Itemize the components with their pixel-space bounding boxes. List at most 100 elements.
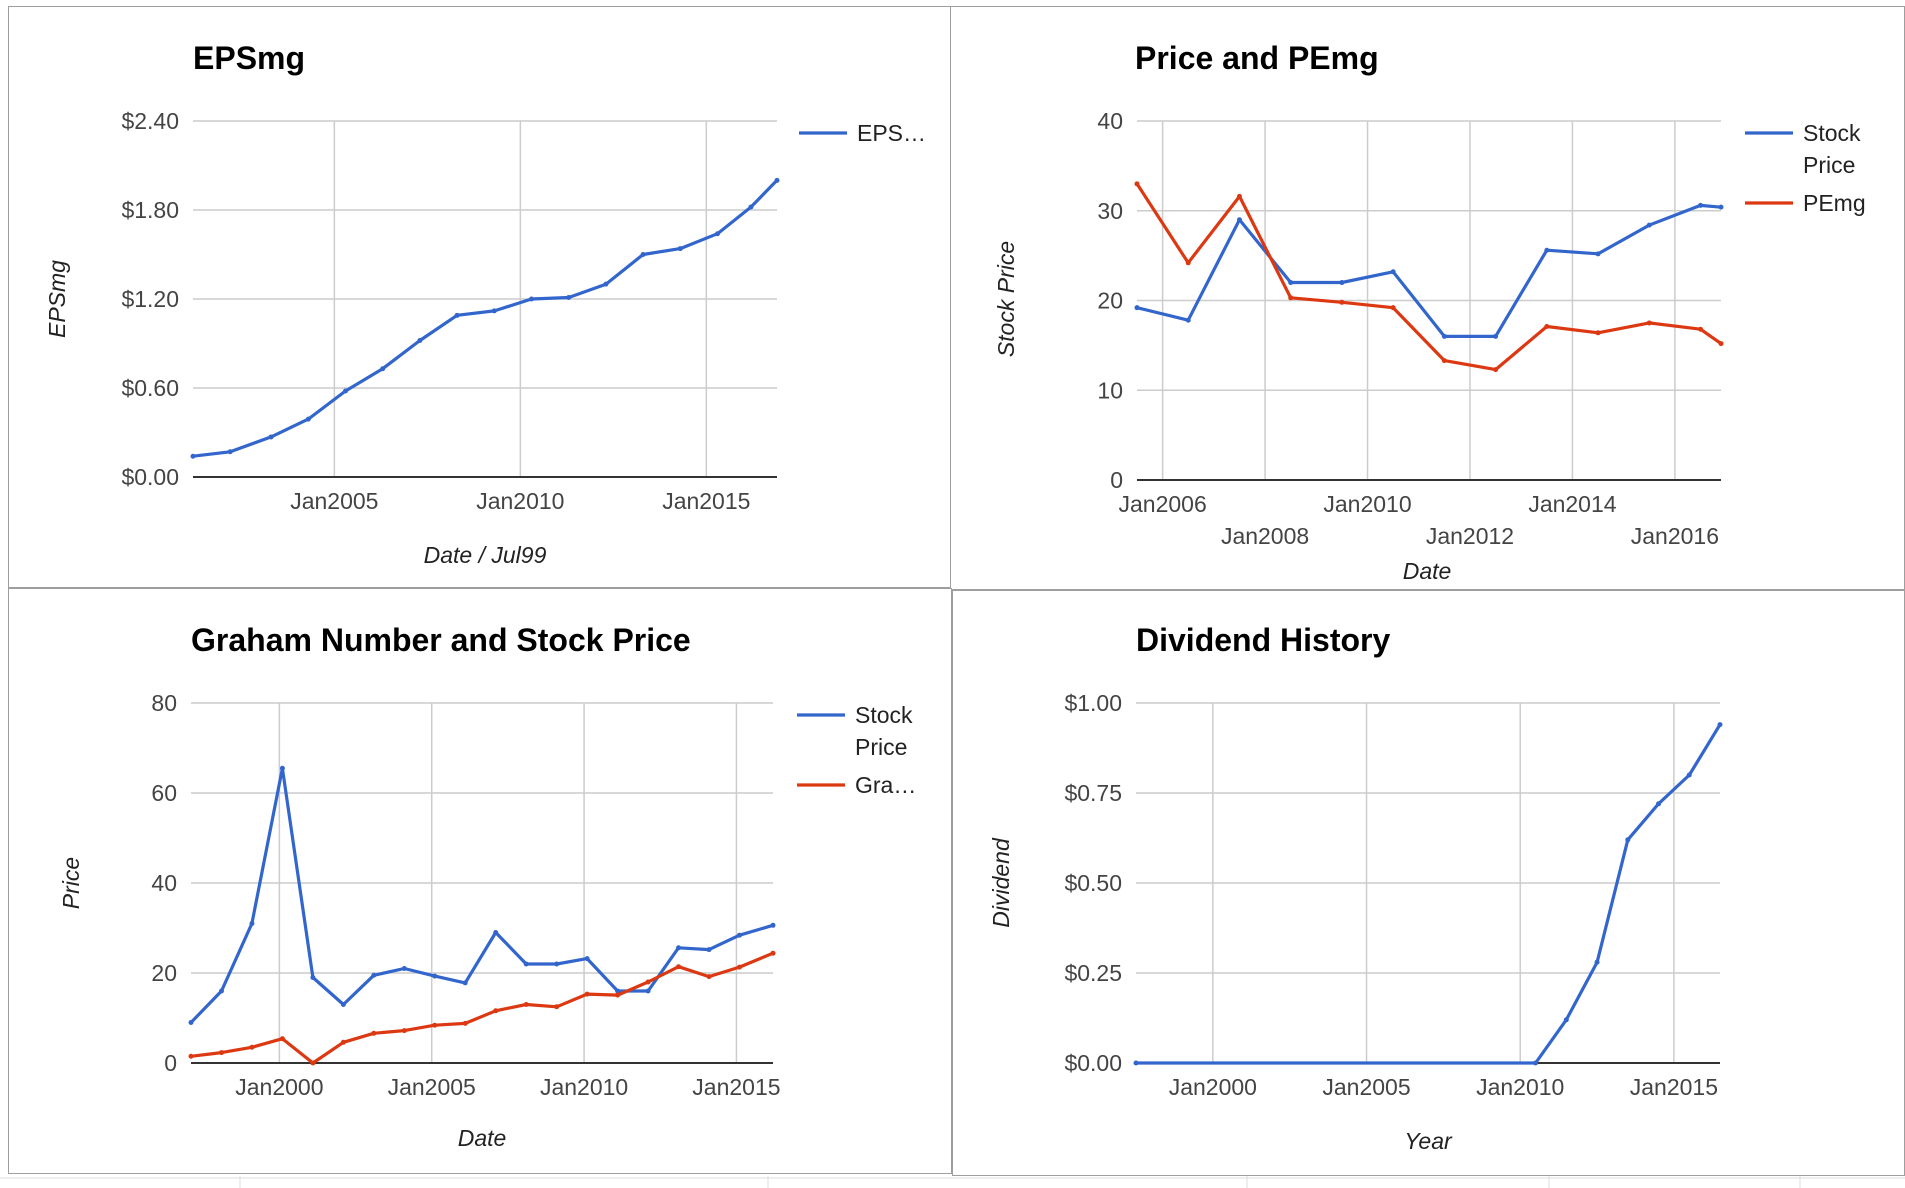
- data-point-eps[interactable]: [227, 449, 233, 455]
- data-point-eps[interactable]: [380, 366, 386, 372]
- data-point-gra[interactable]: [371, 1030, 377, 1036]
- data-point-stock-price[interactable]: [1134, 305, 1140, 311]
- data-point-stock-price[interactable]: [249, 921, 255, 926]
- data-point-dividend[interactable]: [1133, 1060, 1139, 1066]
- series-line-gra[interactable]: [189, 951, 775, 1065]
- data-point-stock-price[interactable]: [554, 961, 560, 967]
- data-point-stock-price[interactable]: [340, 1002, 346, 1007]
- data-point-pemg[interactable]: [1595, 330, 1601, 336]
- data-point-stock-price[interactable]: [706, 947, 712, 953]
- data-point-pemg[interactable]: [1339, 299, 1345, 305]
- data-point-stock-price[interactable]: [188, 1020, 194, 1025]
- data-point-gra[interactable]: [676, 964, 682, 970]
- data-point-eps[interactable]: [566, 295, 572, 301]
- data-point-stock-price[interactable]: [770, 922, 776, 928]
- data-point-stock-price[interactable]: [218, 988, 224, 994]
- data-point-stock-price[interactable]: [432, 973, 438, 979]
- data-point-stock-price[interactable]: [645, 988, 651, 994]
- data-point-gra[interactable]: [279, 1036, 285, 1042]
- data-point-gra[interactable]: [706, 974, 712, 980]
- data-point-stock-price[interactable]: [615, 988, 621, 994]
- legend-item-pemg[interactable]: PEmg: [1745, 190, 1866, 216]
- chart-panel-dividend-history[interactable]: Dividend History $0.00 $0.25 $0.50 $0.75 $1.0…: [952, 590, 1905, 1176]
- data-point-gra[interactable]: [493, 1008, 499, 1014]
- data-point-stock-price[interactable]: [310, 975, 316, 980]
- data-point-pemg[interactable]: [1185, 260, 1191, 266]
- data-point-dividend[interactable]: [1533, 1060, 1539, 1066]
- data-point-eps[interactable]: [677, 246, 683, 252]
- data-point-stock-price[interactable]: [584, 956, 590, 962]
- data-point-gra[interactable]: [615, 992, 621, 998]
- data-point-dividend[interactable]: [1656, 801, 1662, 807]
- data-point-pemg[interactable]: [1441, 358, 1447, 364]
- data-point-eps[interactable]: [454, 312, 460, 318]
- data-point-stock-price[interactable]: [736, 932, 742, 938]
- data-point-gra[interactable]: [523, 1002, 529, 1007]
- data-point-pemg[interactable]: [1390, 305, 1396, 311]
- data-point-stock-price[interactable]: [1339, 280, 1345, 286]
- data-point-gra[interactable]: [432, 1022, 438, 1028]
- data-point-stock-price[interactable]: [1236, 217, 1242, 223]
- data-point-eps[interactable]: [640, 252, 646, 257]
- data-point-pemg[interactable]: [1544, 324, 1550, 330]
- data-point-stock-price[interactable]: [279, 765, 285, 771]
- data-point-eps[interactable]: [268, 434, 274, 440]
- data-point-eps[interactable]: [748, 204, 754, 210]
- data-point-stock-price[interactable]: [1544, 247, 1550, 253]
- series-line-stock-price[interactable]: [189, 766, 775, 1025]
- data-point-gra[interactable]: [218, 1050, 224, 1056]
- data-point-stock-price[interactable]: [1646, 222, 1652, 228]
- series-line-pemg[interactable]: [1135, 182, 1723, 372]
- chart-panel-price-and-pemg[interactable]: Price and PEmg 0 10 20 30 40 Jan2006 Jan2008 Jan…: [950, 6, 1905, 590]
- data-point-gra[interactable]: [249, 1044, 255, 1050]
- series-line-eps[interactable]: [191, 178, 779, 458]
- data-point-gra[interactable]: [554, 1004, 560, 1010]
- data-point-stock-price[interactable]: [1698, 202, 1704, 208]
- data-point-eps[interactable]: [190, 453, 196, 459]
- legend-item-eps[interactable]: EPS…: [799, 120, 926, 146]
- data-point-gra[interactable]: [645, 979, 651, 985]
- data-point-eps[interactable]: [343, 388, 349, 394]
- data-point-dividend[interactable]: [1717, 722, 1723, 728]
- data-point-stock-price[interactable]: [676, 945, 682, 951]
- data-point-gra[interactable]: [401, 1028, 407, 1034]
- data-point-gra[interactable]: [736, 964, 742, 970]
- data-point-stock-price[interactable]: [493, 930, 499, 935]
- chart-panel-graham-number[interactable]: Graham Number and Stock Price 0 20 40 60 80 Ja…: [8, 588, 952, 1174]
- data-point-gra[interactable]: [770, 950, 776, 956]
- data-point-stock-price[interactable]: [1288, 280, 1294, 286]
- data-point-dividend[interactable]: [1686, 772, 1692, 778]
- data-point-stock-price[interactable]: [401, 966, 407, 971]
- data-point-pemg[interactable]: [1698, 326, 1704, 332]
- data-point-stock-price[interactable]: [1390, 269, 1396, 275]
- data-point-eps[interactable]: [528, 296, 534, 302]
- data-point-eps[interactable]: [603, 281, 609, 287]
- data-point-eps[interactable]: [714, 231, 720, 237]
- data-point-stock-price[interactable]: [1185, 317, 1191, 323]
- data-point-stock-price[interactable]: [1595, 251, 1601, 257]
- data-point-stock-price[interactable]: [523, 961, 529, 967]
- data-point-pemg[interactable]: [1236, 193, 1242, 199]
- data-point-pemg[interactable]: [1493, 367, 1499, 373]
- data-point-eps[interactable]: [491, 308, 497, 314]
- data-point-gra[interactable]: [310, 1060, 316, 1066]
- data-point-gra[interactable]: [584, 991, 590, 997]
- data-point-pemg[interactable]: [1718, 341, 1724, 347]
- data-point-pemg[interactable]: [1646, 320, 1652, 326]
- data-point-stock-price[interactable]: [371, 972, 377, 978]
- data-point-stock-price[interactable]: [1718, 204, 1724, 210]
- data-point-eps[interactable]: [774, 177, 780, 183]
- data-point-eps[interactable]: [305, 416, 311, 422]
- data-point-stock-price[interactable]: [1441, 333, 1447, 339]
- data-point-stock-price[interactable]: [1493, 333, 1499, 339]
- data-point-dividend[interactable]: [1625, 837, 1631, 843]
- legend-item-gra[interactable]: Gra…: [797, 772, 916, 798]
- series-line-dividend[interactable]: [1134, 723, 1722, 1065]
- data-point-gra[interactable]: [340, 1039, 346, 1045]
- data-point-dividend[interactable]: [1594, 959, 1600, 965]
- legend-item-stock-price[interactable]: Stock Price: [797, 702, 913, 760]
- data-point-pemg[interactable]: [1288, 295, 1294, 301]
- data-point-gra[interactable]: [188, 1053, 194, 1059]
- data-point-gra[interactable]: [462, 1020, 468, 1026]
- series-line-stock-price[interactable]: [1135, 203, 1723, 338]
